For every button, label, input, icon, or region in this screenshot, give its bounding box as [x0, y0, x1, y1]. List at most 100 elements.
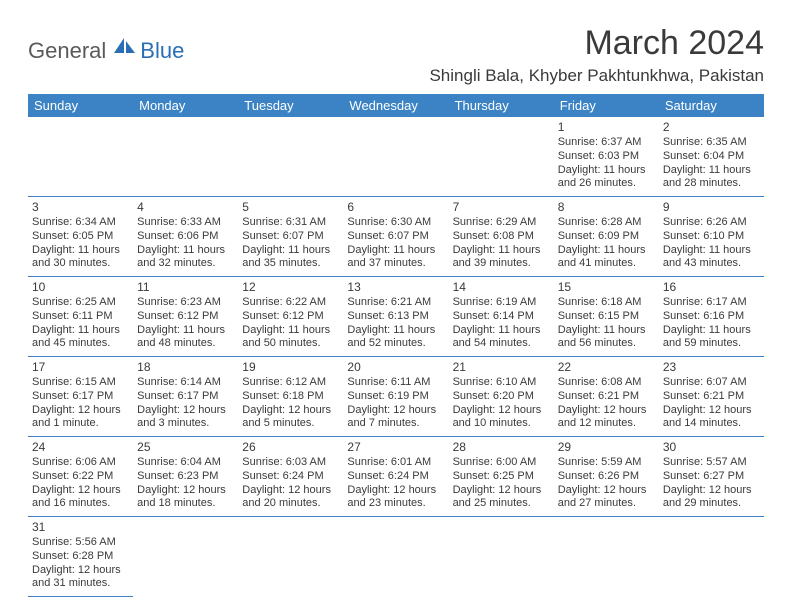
sunrise-line: Sunrise: 6:00 AM	[453, 456, 550, 470]
page-title: March 2024	[584, 24, 764, 63]
day-number: 24	[32, 440, 129, 455]
daylight-line: Daylight: 12 hours and 1 minute.	[32, 404, 129, 432]
calendar-cell: 3Sunrise: 6:34 AMSunset: 6:05 PMDaylight…	[28, 197, 133, 277]
day-number: 28	[453, 440, 550, 455]
day-number: 13	[347, 280, 444, 295]
daylight-line: Daylight: 11 hours and 35 minutes.	[242, 244, 339, 272]
logo-text-general: General	[28, 38, 106, 64]
calendar-cell: 18Sunrise: 6:14 AMSunset: 6:17 PMDayligh…	[133, 357, 238, 437]
day-number: 31	[32, 520, 129, 535]
sunrise-line: Sunrise: 6:08 AM	[558, 376, 655, 390]
sunrise-line: Sunrise: 6:15 AM	[32, 376, 129, 390]
day-number: 15	[558, 280, 655, 295]
sunset-line: Sunset: 6:28 PM	[32, 550, 129, 564]
weekday-header: Tuesday	[238, 94, 343, 117]
calendar-cell: 8Sunrise: 6:28 AMSunset: 6:09 PMDaylight…	[554, 197, 659, 277]
day-number: 14	[453, 280, 550, 295]
sunset-line: Sunset: 6:22 PM	[32, 470, 129, 484]
sunrise-line: Sunrise: 6:22 AM	[242, 296, 339, 310]
daylight-line: Daylight: 11 hours and 59 minutes.	[663, 324, 760, 352]
sunrise-line: Sunrise: 6:31 AM	[242, 216, 339, 230]
day-number: 22	[558, 360, 655, 375]
sunset-line: Sunset: 6:07 PM	[242, 230, 339, 244]
calendar-cell: 31Sunrise: 5:56 AMSunset: 6:28 PMDayligh…	[28, 517, 133, 597]
sunrise-line: Sunrise: 6:18 AM	[558, 296, 655, 310]
sunset-line: Sunset: 6:07 PM	[347, 230, 444, 244]
day-number: 12	[242, 280, 339, 295]
day-number: 4	[137, 200, 234, 215]
calendar-cell	[343, 117, 448, 197]
sunrise-line: Sunrise: 6:04 AM	[137, 456, 234, 470]
sunset-line: Sunset: 6:17 PM	[137, 390, 234, 404]
day-number: 10	[32, 280, 129, 295]
calendar-week-row: 24Sunrise: 6:06 AMSunset: 6:22 PMDayligh…	[28, 437, 764, 517]
daylight-line: Daylight: 11 hours and 52 minutes.	[347, 324, 444, 352]
sunset-line: Sunset: 6:03 PM	[558, 150, 655, 164]
daylight-line: Daylight: 11 hours and 37 minutes.	[347, 244, 444, 272]
calendar-body: 1Sunrise: 6:37 AMSunset: 6:03 PMDaylight…	[28, 117, 764, 597]
daylight-line: Daylight: 11 hours and 26 minutes.	[558, 164, 655, 192]
sunrise-line: Sunrise: 6:19 AM	[453, 296, 550, 310]
daylight-line: Daylight: 12 hours and 31 minutes.	[32, 564, 129, 592]
calendar-cell: 15Sunrise: 6:18 AMSunset: 6:15 PMDayligh…	[554, 277, 659, 357]
sunrise-line: Sunrise: 6:25 AM	[32, 296, 129, 310]
calendar-cell	[28, 117, 133, 197]
sunrise-line: Sunrise: 6:03 AM	[242, 456, 339, 470]
weekday-header: Monday	[133, 94, 238, 117]
weekday-header: Thursday	[449, 94, 554, 117]
calendar-cell: 13Sunrise: 6:21 AMSunset: 6:13 PMDayligh…	[343, 277, 448, 357]
sunrise-line: Sunrise: 6:37 AM	[558, 136, 655, 150]
sunrise-line: Sunrise: 6:28 AM	[558, 216, 655, 230]
day-number: 27	[347, 440, 444, 455]
calendar-cell: 14Sunrise: 6:19 AMSunset: 6:14 PMDayligh…	[449, 277, 554, 357]
sunset-line: Sunset: 6:24 PM	[347, 470, 444, 484]
calendar-cell: 22Sunrise: 6:08 AMSunset: 6:21 PMDayligh…	[554, 357, 659, 437]
sunrise-line: Sunrise: 5:56 AM	[32, 536, 129, 550]
day-number: 17	[32, 360, 129, 375]
day-number: 3	[32, 200, 129, 215]
daylight-line: Daylight: 12 hours and 12 minutes.	[558, 404, 655, 432]
sunset-line: Sunset: 6:06 PM	[137, 230, 234, 244]
calendar-cell: 11Sunrise: 6:23 AMSunset: 6:12 PMDayligh…	[133, 277, 238, 357]
weekday-header: Saturday	[659, 94, 764, 117]
calendar-cell: 12Sunrise: 6:22 AMSunset: 6:12 PMDayligh…	[238, 277, 343, 357]
calendar-cell: 21Sunrise: 6:10 AMSunset: 6:20 PMDayligh…	[449, 357, 554, 437]
calendar-cell: 7Sunrise: 6:29 AMSunset: 6:08 PMDaylight…	[449, 197, 554, 277]
day-number: 18	[137, 360, 234, 375]
calendar-cell: 27Sunrise: 6:01 AMSunset: 6:24 PMDayligh…	[343, 437, 448, 517]
calendar-cell: 24Sunrise: 6:06 AMSunset: 6:22 PMDayligh…	[28, 437, 133, 517]
day-number: 19	[242, 360, 339, 375]
daylight-line: Daylight: 12 hours and 18 minutes.	[137, 484, 234, 512]
sunrise-line: Sunrise: 6:26 AM	[663, 216, 760, 230]
calendar-cell: 10Sunrise: 6:25 AMSunset: 6:11 PMDayligh…	[28, 277, 133, 357]
calendar-cell: 9Sunrise: 6:26 AMSunset: 6:10 PMDaylight…	[659, 197, 764, 277]
sunset-line: Sunset: 6:27 PM	[663, 470, 760, 484]
sunrise-line: Sunrise: 6:23 AM	[137, 296, 234, 310]
calendar-cell	[449, 517, 554, 597]
daylight-line: Daylight: 12 hours and 3 minutes.	[137, 404, 234, 432]
daylight-line: Daylight: 11 hours and 54 minutes.	[453, 324, 550, 352]
sunset-line: Sunset: 6:18 PM	[242, 390, 339, 404]
sunset-line: Sunset: 6:25 PM	[453, 470, 550, 484]
day-number: 29	[558, 440, 655, 455]
day-number: 26	[242, 440, 339, 455]
day-number: 7	[453, 200, 550, 215]
day-number: 1	[558, 120, 655, 135]
daylight-line: Daylight: 12 hours and 7 minutes.	[347, 404, 444, 432]
calendar-cell: 30Sunrise: 5:57 AMSunset: 6:27 PMDayligh…	[659, 437, 764, 517]
daylight-line: Daylight: 12 hours and 25 minutes.	[453, 484, 550, 512]
sunrise-line: Sunrise: 5:57 AM	[663, 456, 760, 470]
daylight-line: Daylight: 12 hours and 10 minutes.	[453, 404, 550, 432]
day-number: 21	[453, 360, 550, 375]
logo: General Blue	[28, 38, 184, 64]
weekday-header: Wednesday	[343, 94, 448, 117]
calendar-cell: 25Sunrise: 6:04 AMSunset: 6:23 PMDayligh…	[133, 437, 238, 517]
daylight-line: Daylight: 12 hours and 5 minutes.	[242, 404, 339, 432]
daylight-line: Daylight: 12 hours and 23 minutes.	[347, 484, 444, 512]
daylight-line: Daylight: 12 hours and 14 minutes.	[663, 404, 760, 432]
sunrise-line: Sunrise: 6:07 AM	[663, 376, 760, 390]
day-number: 25	[137, 440, 234, 455]
calendar-cell: 16Sunrise: 6:17 AMSunset: 6:16 PMDayligh…	[659, 277, 764, 357]
calendar-cell	[238, 117, 343, 197]
calendar-cell: 6Sunrise: 6:30 AMSunset: 6:07 PMDaylight…	[343, 197, 448, 277]
